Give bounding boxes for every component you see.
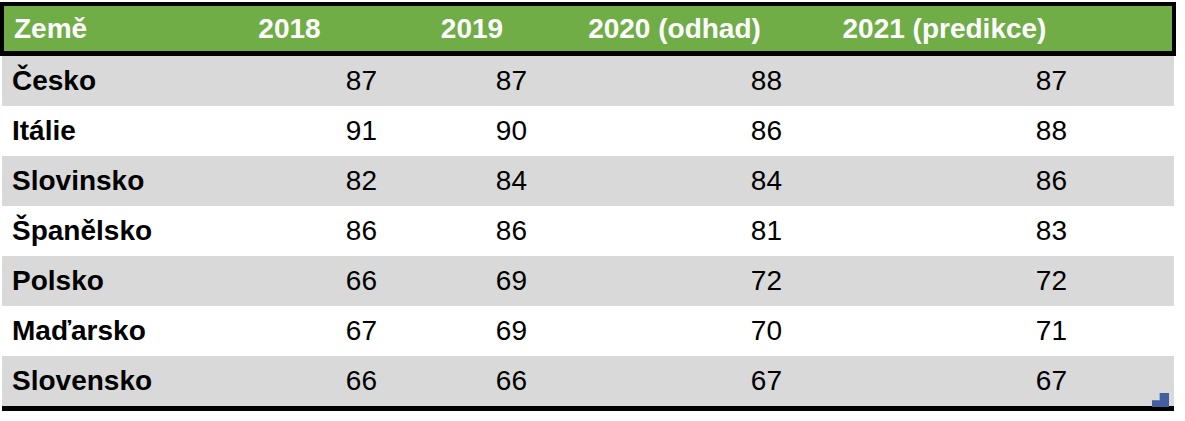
spacer-cell	[1087, 156, 1174, 206]
table-row: Itálie91908688	[2, 106, 1174, 156]
value-cell: 86	[182, 206, 397, 256]
spacer-cell	[1087, 256, 1174, 306]
country-cell: Slovinsko	[2, 156, 182, 206]
country-cell: Slovensko	[2, 356, 182, 409]
value-cell: 72	[547, 256, 802, 306]
value-cell: 67	[802, 356, 1087, 409]
table-row: Polsko66697272	[2, 256, 1174, 306]
table-row: Slovinsko82848486	[2, 156, 1174, 206]
country-cell: Česko	[2, 54, 182, 107]
table-container: Země 2018 2019 2020 (odhad) 2021 (predik…	[0, 2, 1172, 411]
table-row: Španělsko86868183	[2, 206, 1174, 256]
value-cell: 90	[397, 106, 547, 156]
spacer-cell	[1087, 306, 1174, 356]
header-spacer-cell	[1087, 4, 1174, 54]
value-cell: 66	[397, 356, 547, 409]
value-cell: 66	[182, 256, 397, 306]
column-header-2020-odhad: 2020 (odhad)	[547, 4, 802, 54]
table-row: Slovensko66666767	[2, 356, 1174, 409]
country-cell: Maďarsko	[2, 306, 182, 356]
column-header-2019: 2019	[397, 4, 547, 54]
value-cell: 86	[397, 206, 547, 256]
column-header-2021-predikce: 2021 (predikce)	[802, 4, 1087, 54]
column-header-2018: 2018	[182, 4, 397, 54]
spacer-cell	[1087, 106, 1174, 156]
table-body: Česko87878887Itálie91908688Slovinsko8284…	[2, 54, 1174, 409]
data-table: Země 2018 2019 2020 (odhad) 2021 (predik…	[0, 2, 1176, 411]
value-cell: 69	[397, 306, 547, 356]
value-cell: 83	[802, 206, 1087, 256]
value-cell: 84	[547, 156, 802, 206]
header-row: Země 2018 2019 2020 (odhad) 2021 (predik…	[2, 4, 1174, 54]
value-cell: 87	[182, 54, 397, 107]
table-row: Maďarsko67697071	[2, 306, 1174, 356]
value-cell: 88	[547, 54, 802, 107]
value-cell: 87	[397, 54, 547, 107]
value-cell: 66	[182, 356, 397, 409]
spacer-cell	[1087, 206, 1174, 256]
value-cell: 87	[802, 54, 1087, 107]
value-cell: 84	[397, 156, 547, 206]
column-header-country: Země	[2, 4, 182, 54]
country-cell: Polsko	[2, 256, 182, 306]
spacer-cell	[1087, 54, 1174, 107]
table-row: Česko87878887	[2, 54, 1174, 107]
value-cell: 81	[547, 206, 802, 256]
value-cell: 67	[182, 306, 397, 356]
value-cell: 88	[802, 106, 1087, 156]
country-cell: Španělsko	[2, 206, 182, 256]
value-cell: 82	[182, 156, 397, 206]
value-cell: 72	[802, 256, 1087, 306]
table-header: Země 2018 2019 2020 (odhad) 2021 (predik…	[2, 4, 1174, 54]
country-cell: Itálie	[2, 106, 182, 156]
value-cell: 69	[397, 256, 547, 306]
value-cell: 86	[802, 156, 1087, 206]
value-cell: 67	[547, 356, 802, 409]
value-cell: 91	[182, 106, 397, 156]
value-cell: 70	[547, 306, 802, 356]
value-cell: 86	[547, 106, 802, 156]
value-cell: 71	[802, 306, 1087, 356]
